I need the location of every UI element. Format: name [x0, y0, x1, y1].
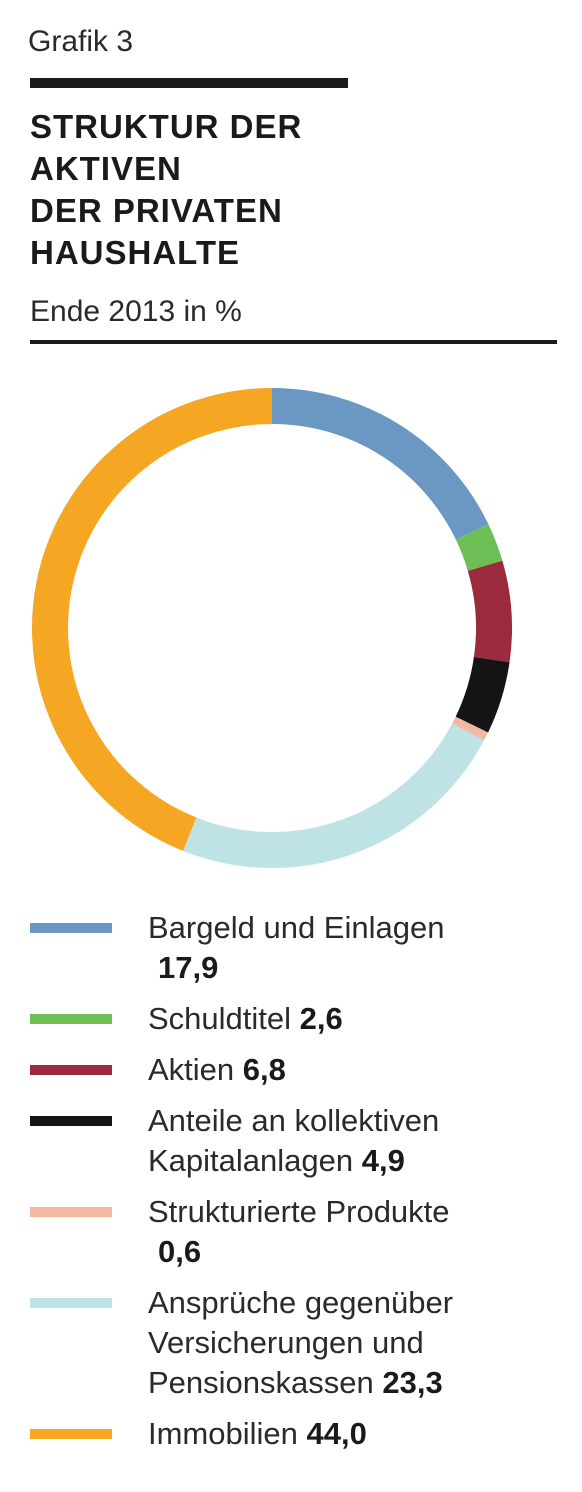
legend-label-line: Aktien [148, 1052, 235, 1087]
donut-chart [32, 388, 512, 868]
chart-title-line: AKTIVEN [30, 150, 182, 187]
legend-item: Aktien 6,8 [0, 1050, 582, 1090]
legend-label-line: Kapitalanlagen [148, 1143, 354, 1178]
legend-label-line: Immobilien [148, 1416, 298, 1451]
legend-label: Aktien 6,8 [148, 1050, 558, 1090]
header-bottom-rule [30, 340, 557, 344]
legend-label: Strukturierte Produkte 0,6 [148, 1192, 558, 1272]
chart-title-line: DER PRIVATEN [30, 192, 283, 229]
legend-value: 17,9 [158, 950, 219, 985]
legend-swatch [30, 1429, 112, 1439]
legend-swatch [30, 923, 112, 933]
donut-slice-1 [271, 388, 489, 540]
legend-label: Schuldtitel 2,6 [148, 999, 558, 1039]
donut-slice-3 [467, 560, 512, 663]
legend-value: 23,3 [382, 1365, 443, 1400]
donut-slice-7 [32, 388, 273, 851]
legend-swatch [30, 1065, 112, 1075]
legend-item: Bargeld und Einlagen 17,9 [0, 908, 582, 988]
chart-title: STRUKTUR DER AKTIVEN DER PRIVATEN HAUSHA… [30, 106, 550, 274]
legend-label-line: Ansprüche gegenüber [148, 1285, 454, 1320]
figure-kicker: Grafik 3 [28, 25, 134, 58]
legend-label-line: Versicherungen und [148, 1325, 424, 1360]
legend-item: Immobilien 44,0 [0, 1414, 582, 1454]
legend-label: Anteile an kollektiven Kapitalanlagen 4,9 [148, 1101, 558, 1181]
legend-item: Schuldtitel 2,6 [0, 999, 582, 1039]
chart-title-line: HAUSHALTE [30, 234, 241, 271]
donut-slice-5 [452, 716, 489, 741]
legend-swatch [30, 1298, 112, 1308]
chart-subtitle: Ende 2013 in % [30, 295, 242, 328]
legend-label: Ansprüche gegenüber Versicherungen und Pen… [148, 1283, 558, 1403]
legend-value: 2,6 [299, 1001, 343, 1036]
donut-slice-6 [183, 723, 484, 868]
legend-swatch [30, 1116, 112, 1126]
top-rule [30, 78, 348, 88]
legend-value: 4,9 [361, 1143, 405, 1178]
legend-label: Immobilien 44,0 [148, 1414, 558, 1454]
donut-slice-2 [455, 524, 503, 572]
legend-item: Ansprüche gegenüber Versicherungen und Pen… [0, 1283, 582, 1403]
legend-item: Strukturierte Produkte 0,6 [0, 1192, 582, 1272]
legend-label: Bargeld und Einlagen 17,9 [148, 908, 558, 988]
chart-title-line: STRUKTUR DER [30, 108, 303, 145]
legend-value: 6,8 [242, 1052, 286, 1087]
legend-label-line: Pensionskassen [148, 1365, 374, 1400]
donut-slice-4 [455, 656, 510, 733]
legend-label-line: Bargeld und Einlagen [148, 910, 445, 945]
legend-swatch [30, 1014, 112, 1024]
legend-value: 44,0 [306, 1416, 367, 1451]
legend-item: Anteile an kollektiven Kapitalanlagen 4,9 [0, 1101, 582, 1181]
legend-label-line: Anteile an kollektiven [148, 1103, 440, 1138]
legend-value: 0,6 [158, 1234, 202, 1269]
legend-label-line: Strukturierte Produkte [148, 1194, 450, 1229]
legend-swatch [30, 1207, 112, 1217]
legend-label-line: Schuldtitel [148, 1001, 292, 1036]
